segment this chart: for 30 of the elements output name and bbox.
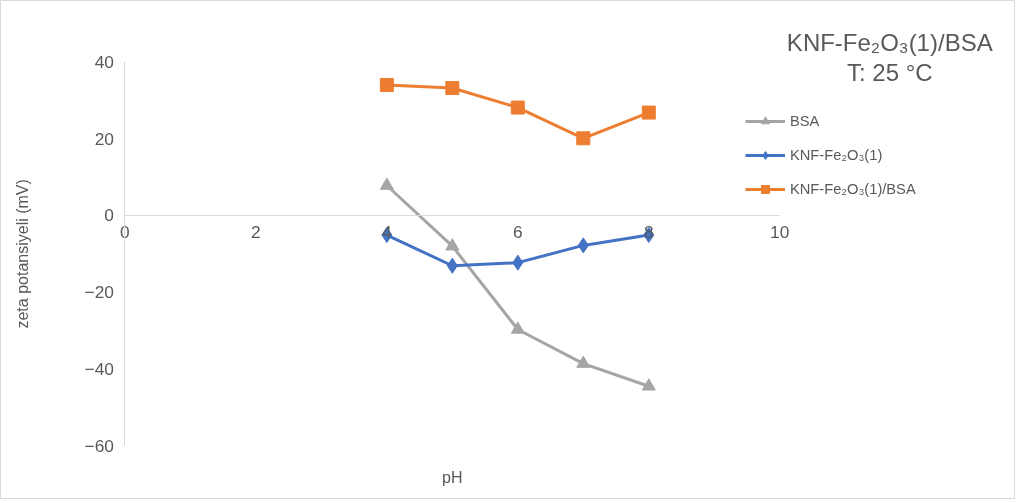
y-tick-label: 40 <box>94 51 114 72</box>
x-axis-title: pH <box>442 468 463 486</box>
legend-label: KNF-Fe₂O₃(1) <box>790 147 883 163</box>
x-tick-label: 6 <box>513 222 523 243</box>
point <box>379 177 394 190</box>
x-tick-label: 0 <box>120 222 130 243</box>
y-tick-label: −20 <box>84 282 114 303</box>
point <box>576 131 591 146</box>
text: KNF-Fe₂O₃(1)/BSA <box>786 28 993 56</box>
y-tick-label: 0 <box>104 205 114 226</box>
x-tick-label: 10 <box>770 222 790 243</box>
point <box>379 77 394 92</box>
point <box>510 100 525 115</box>
point <box>445 81 460 96</box>
point <box>512 254 524 271</box>
point <box>510 321 525 334</box>
point <box>641 105 656 120</box>
text: T: 25 °C <box>846 58 933 86</box>
x-tick-label: 2 <box>251 222 261 243</box>
y-axis-title: zeta potansiyeli (mV) <box>13 179 31 329</box>
point <box>641 378 656 391</box>
y-tick-label: 20 <box>94 128 114 149</box>
legend-label: BSA <box>790 113 820 129</box>
point <box>446 257 458 274</box>
y-tick-label: −40 <box>84 358 114 379</box>
legend-label: KNF-Fe₂O₃(1)/BSA <box>790 181 916 197</box>
point <box>577 237 589 254</box>
point <box>576 355 591 368</box>
y-tick-label: −60 <box>84 435 114 456</box>
point <box>445 238 460 251</box>
